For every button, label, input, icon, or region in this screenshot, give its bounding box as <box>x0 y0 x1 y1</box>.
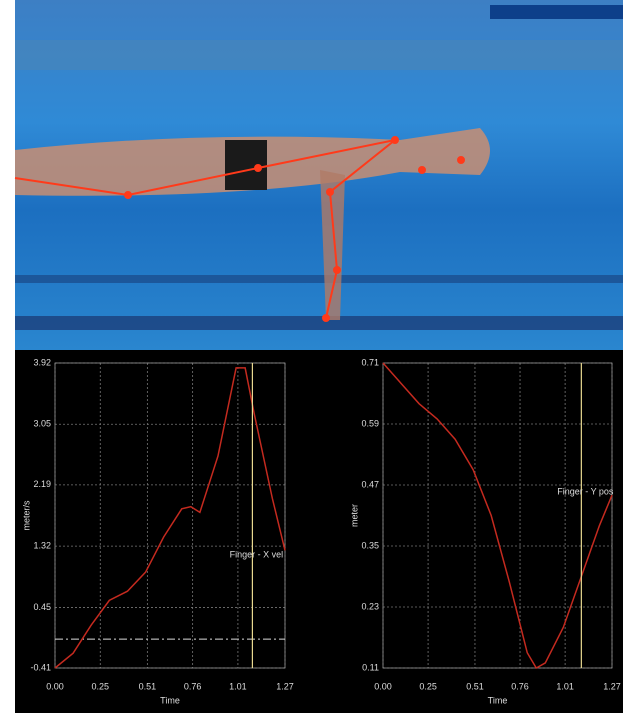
x-tick-label: 1.01 <box>229 681 247 691</box>
y-axis-label: meter/s <box>21 500 31 531</box>
annotation: Finger - Y pos <box>557 486 614 496</box>
data-line <box>382 362 613 670</box>
x-axis-label: Time <box>160 695 180 705</box>
plot-frame <box>382 362 613 669</box>
x-axis-label: Time <box>488 695 508 705</box>
x-tick-label: 0.00 <box>374 681 392 691</box>
data-line <box>54 367 286 669</box>
y-tick-label: 0.47 <box>361 479 379 489</box>
y-tick-label: 1.32 <box>33 541 51 551</box>
y-tick-label: 0.45 <box>33 602 51 612</box>
y-tick-label: 3.92 <box>33 357 51 367</box>
y-tick-label: -0.41 <box>30 662 51 672</box>
x-tick-label: 1.27 <box>276 681 294 691</box>
y-tick-label: 2.19 <box>33 479 51 489</box>
plot-frame <box>54 362 286 669</box>
annotation: Finger - X vel <box>230 549 284 559</box>
x-tick-label: 0.51 <box>139 681 157 691</box>
video-frame <box>14 0 623 350</box>
x-tick-label: 0.25 <box>419 681 437 691</box>
x-tick-label: 1.01 <box>556 681 574 691</box>
x-tick-label: 0.25 <box>92 681 110 691</box>
y-tick-label: 0.71 <box>361 357 379 367</box>
x-tick-label: 0.00 <box>46 681 64 691</box>
x-tick-label: 0.51 <box>466 681 484 691</box>
x-tick-label: 0.76 <box>511 681 529 691</box>
y-tick-label: 3.05 <box>33 419 51 429</box>
y-tick-label: 0.23 <box>361 601 379 611</box>
x-tick-label: 0.76 <box>184 681 202 691</box>
y-axis-label: meter <box>349 504 359 527</box>
y-tick-label: 0.59 <box>361 418 379 428</box>
chart-background <box>15 350 623 713</box>
y-tick-label: 0.35 <box>361 540 379 550</box>
x-tick-label: 1.27 <box>603 681 621 691</box>
y-tick-label: 0.11 <box>362 662 379 672</box>
